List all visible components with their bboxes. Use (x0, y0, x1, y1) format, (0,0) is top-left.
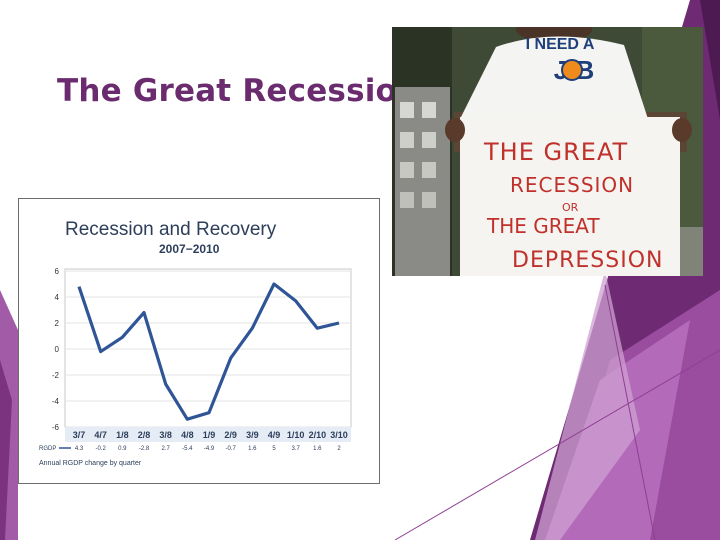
y-tick-label: -2 (52, 371, 60, 380)
x-axis-ticks: 3/7 4/7 1/8 2/8 3/8 4/8 1/9 2/9 3/9 4/9 1/10 2/10 3/… (73, 430, 348, 440)
rgdp-value: 1.6 (313, 446, 322, 452)
category-band (65, 427, 351, 442)
y-tick-label: 6 (55, 267, 60, 276)
rgdp-value: 3.7 (291, 446, 300, 452)
svg-text:THE GREAT: THE GREAT (486, 214, 600, 238)
x-tick-label: 1/9 (203, 430, 216, 440)
y-tick-label: 4 (55, 293, 60, 302)
x-tick-label: 3/8 (159, 430, 172, 440)
rgdp-value: 2 (337, 446, 341, 452)
y-tick-label: 0 (55, 345, 60, 354)
series-line (77, 282, 340, 421)
shirt-orange-o-icon (561, 59, 583, 81)
rgdp-value: -0.7 (225, 446, 236, 452)
x-tick-label: 4/8 (181, 430, 194, 440)
rgdp-value: -2.8 (139, 446, 150, 452)
recession-chart: Recession and Recovery 2007−2010 6 4 2 0 -2 -… (18, 198, 380, 484)
rgdp-value: 0.9 (118, 446, 127, 452)
x-tick-label: 1/8 (116, 430, 129, 440)
x-tick-label: 4/7 (94, 430, 107, 440)
rgdp-value: 5 (272, 446, 276, 452)
x-tick-label: 3/9 (246, 430, 259, 440)
chart-caption: Annual RGDP change by quarter (39, 460, 142, 467)
y-tick-label: -4 (52, 397, 60, 406)
x-tick-label: 1/10 (287, 430, 305, 440)
x-tick-label: 2/9 (224, 430, 237, 440)
y-axis-ticks: 6 4 2 0 -2 -4 -6 (52, 267, 60, 432)
protest-photo: I NEED A J B THE GREAT RECESSION OR THE … (392, 27, 703, 276)
y-tick-label: 2 (55, 319, 60, 328)
rgdp-row-label: RGDP (39, 446, 56, 452)
protest-sign: THE GREAT RECESSION OR THE GREAT DEPRESS… (483, 138, 664, 273)
shirt-text: I NEED A (526, 36, 595, 53)
svg-text:DEPRESSION: DEPRESSION (512, 248, 664, 273)
x-tick-label: 3/7 (73, 430, 86, 440)
svg-text:RECESSION: RECESSION (510, 173, 634, 197)
rgdp-value: -4.9 (204, 446, 215, 452)
rgdp-value: 2.7 (161, 446, 170, 452)
y-tick-label: -6 (52, 423, 60, 432)
rgdp-value: 4.3 (75, 446, 84, 452)
chart-subtitle: 2007−2010 (159, 242, 220, 256)
x-tick-label: 4/9 (268, 430, 281, 440)
rgdp-values: 4.3 -0.2 0.9 -2.8 2.7 -5.4 -4.9 -0.7 1.6 5 3.7 1.6 2 (75, 446, 342, 452)
x-tick-label: 2/8 (138, 430, 151, 440)
x-tick-label: 3/10 (330, 430, 348, 440)
x-tick-label: 2/10 (309, 430, 327, 440)
svg-text:THE GREAT: THE GREAT (483, 138, 628, 166)
svg-text:OR: OR (562, 201, 579, 214)
rgdp-value: -5.4 (182, 446, 193, 452)
chart-title: Recession and Recovery (65, 219, 277, 240)
rgdp-value: 1.6 (248, 446, 257, 452)
slide-title: The Great Recession (57, 72, 420, 109)
rgdp-value: -0.2 (95, 446, 106, 452)
